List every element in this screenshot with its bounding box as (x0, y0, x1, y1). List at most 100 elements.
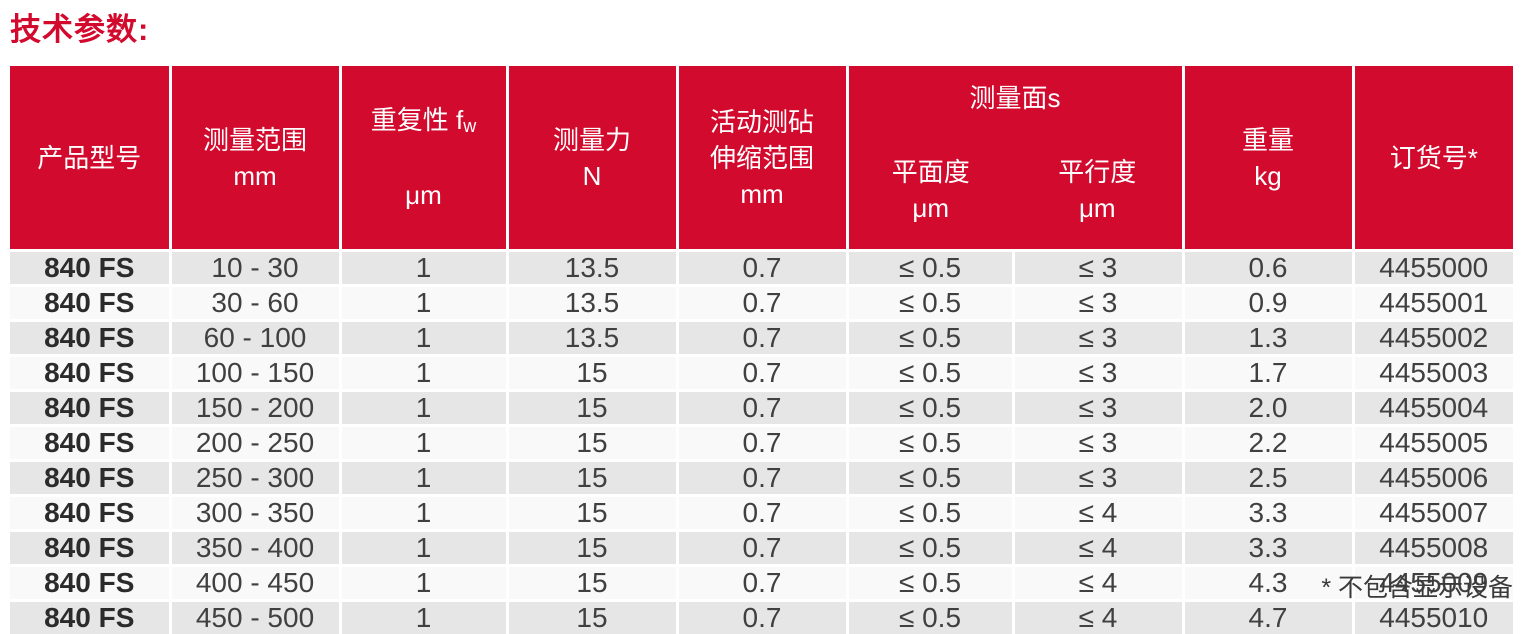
cell-measuring-range: 30 - 60 (170, 286, 340, 321)
cell-order-no: 4455003 (1353, 356, 1513, 391)
cell-anvil-travel: 0.7 (677, 321, 847, 356)
table-header: 产品型号 测量范围 mm 重复性 fw μm 测量力 N 活动测砧 伸缩范围 m… (10, 66, 1513, 251)
cell-measuring-range: 150 - 200 (170, 391, 340, 426)
cell-measuring-range: 300 - 350 (170, 496, 340, 531)
cell-order-no: 4455010 (1353, 601, 1513, 634)
cell-product-model: 840 FS (10, 461, 170, 496)
repeatability-label-line: 重复性 fw (342, 102, 506, 141)
cell-repeatability: 1 (340, 286, 507, 321)
cell-repeatability: 1 (340, 531, 507, 566)
cell-flatness: ≤ 0.5 (847, 251, 1013, 286)
cell-product-model: 840 FS (10, 496, 170, 531)
cell-repeatability: 1 (340, 391, 507, 426)
col-header-order-no: 订货号* (1353, 66, 1513, 251)
cell-parallelism: ≤ 3 (1013, 251, 1183, 286)
cell-anvil-travel: 0.7 (677, 286, 847, 321)
repeatability-unit: μm (342, 177, 506, 213)
cell-flatness: ≤ 0.5 (847, 321, 1013, 356)
cell-flatness: ≤ 0.5 (847, 496, 1013, 531)
repeatability-label: 重复性 f (371, 105, 463, 135)
cell-measuring-range: 100 - 150 (170, 356, 340, 391)
col-header-measuring-faces-group: 测量面s (847, 66, 1183, 131)
cell-parallelism: ≤ 3 (1013, 426, 1183, 461)
cell-order-no: 4455000 (1353, 251, 1513, 286)
cell-repeatability: 1 (340, 321, 507, 356)
footnote: * 不包含显示设备 (1321, 568, 1513, 604)
col-header-measuring-range: 测量范围 mm (170, 66, 340, 251)
col-header-repeatability: 重复性 fw μm (340, 66, 507, 251)
cell-weight: 2.5 (1183, 461, 1353, 496)
cell-anvil-travel: 0.7 (677, 461, 847, 496)
cell-product-model: 840 FS (10, 321, 170, 356)
cell-flatness: ≤ 0.5 (847, 601, 1013, 634)
spec-table: 产品型号 测量范围 mm 重复性 fw μm 测量力 N 活动测砧 伸缩范围 m… (10, 66, 1513, 634)
cell-flatness: ≤ 0.5 (847, 391, 1013, 426)
cell-product-model: 840 FS (10, 426, 170, 461)
cell-product-model: 840 FS (10, 566, 170, 601)
cell-flatness: ≤ 0.5 (847, 356, 1013, 391)
cell-weight: 0.9 (1183, 286, 1353, 321)
cell-anvil-travel: 0.7 (677, 251, 847, 286)
cell-measuring-range: 400 - 450 (170, 566, 340, 601)
cell-repeatability: 1 (340, 356, 507, 391)
cell-product-model: 840 FS (10, 356, 170, 391)
cell-repeatability: 1 (340, 251, 507, 286)
cell-repeatability: 1 (340, 496, 507, 531)
cell-order-no: 4455006 (1353, 461, 1513, 496)
cell-order-no: 4455004 (1353, 391, 1513, 426)
cell-anvil-travel: 0.7 (677, 426, 847, 461)
cell-measuring-force: 15 (507, 426, 677, 461)
cell-parallelism: ≤ 3 (1013, 286, 1183, 321)
page-title: 技术参数: (10, 4, 149, 49)
cell-repeatability: 1 (340, 461, 507, 496)
cell-measuring-range: 250 - 300 (170, 461, 340, 496)
cell-measuring-force: 15 (507, 461, 677, 496)
cell-order-no: 4455002 (1353, 321, 1513, 356)
cell-anvil-travel: 0.7 (677, 566, 847, 601)
cell-repeatability: 1 (340, 566, 507, 601)
cell-weight: 3.3 (1183, 531, 1353, 566)
cell-measuring-force: 15 (507, 531, 677, 566)
cell-flatness: ≤ 0.5 (847, 461, 1013, 496)
cell-measuring-force: 15 (507, 391, 677, 426)
cell-measuring-range: 450 - 500 (170, 601, 340, 634)
cell-order-no: 4455008 (1353, 531, 1513, 566)
cell-anvil-travel: 0.7 (677, 601, 847, 634)
cell-flatness: ≤ 0.5 (847, 531, 1013, 566)
cell-parallelism: ≤ 4 (1013, 531, 1183, 566)
cell-measuring-range: 200 - 250 (170, 426, 340, 461)
cell-parallelism: ≤ 3 (1013, 356, 1183, 391)
catalog-page: 技术参数: 产品型号 测量范围 mm 重复性 fw μm 测量力 N 活动测砧 … (0, 0, 1525, 602)
cell-repeatability: 1 (340, 601, 507, 634)
cell-measuring-force: 13.5 (507, 286, 677, 321)
cell-weight: 4.7 (1183, 601, 1353, 634)
cell-measuring-force: 15 (507, 601, 677, 634)
col-header-measuring-force: 测量力 N (507, 66, 677, 251)
cell-weight: 2.0 (1183, 391, 1353, 426)
cell-product-model: 840 FS (10, 391, 170, 426)
cell-parallelism: ≤ 3 (1013, 391, 1183, 426)
cell-product-model: 840 FS (10, 601, 170, 634)
cell-flatness: ≤ 0.5 (847, 426, 1013, 461)
cell-weight: 1.3 (1183, 321, 1353, 356)
cell-weight: 2.2 (1183, 426, 1353, 461)
cell-product-model: 840 FS (10, 531, 170, 566)
cell-weight: 3.3 (1183, 496, 1353, 531)
cell-measuring-range: 10 - 30 (170, 251, 340, 286)
cell-parallelism: ≤ 4 (1013, 566, 1183, 601)
cell-measuring-range: 60 - 100 (170, 321, 340, 356)
cell-parallelism: ≤ 4 (1013, 601, 1183, 634)
cell-flatness: ≤ 0.5 (847, 286, 1013, 321)
col-header-product-model: 产品型号 (10, 66, 170, 251)
